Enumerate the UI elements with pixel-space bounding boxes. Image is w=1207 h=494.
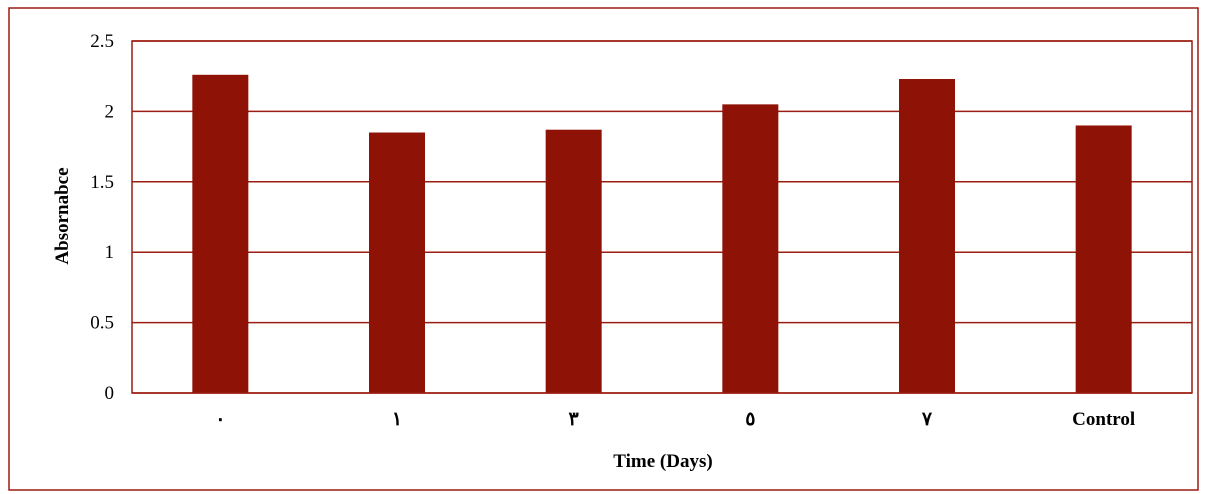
y-tick-label: 2.5 bbox=[90, 31, 114, 52]
x-axis-title: Time (Days) bbox=[613, 451, 712, 472]
bar bbox=[192, 74, 249, 394]
bar bbox=[899, 79, 955, 394]
y-tick-label: 1 bbox=[105, 242, 115, 263]
x-tick-label: ١ bbox=[392, 409, 402, 430]
x-tick-label: ٧ bbox=[921, 409, 933, 430]
y-tick-labels: 0 0.5 1 1.5 2 2.5 bbox=[90, 31, 114, 404]
bar bbox=[545, 129, 602, 394]
bar bbox=[369, 132, 425, 393]
y-tick-label: 0 bbox=[105, 383, 115, 404]
bars bbox=[192, 74, 1132, 394]
x-tick-label: ٣ bbox=[569, 409, 580, 430]
plot-area-frame bbox=[131, 40, 1193, 394]
y-tick-label: 1.5 bbox=[90, 172, 114, 193]
chart-outer-frame bbox=[8, 7, 1199, 491]
y-axis-title: Absornabce bbox=[52, 167, 73, 264]
x-tick-label: Control bbox=[1072, 409, 1135, 430]
y-tick-label: 0.5 bbox=[90, 313, 114, 334]
x-tick-label: ٠ bbox=[215, 409, 225, 430]
y-tick-label: 2 bbox=[105, 101, 115, 122]
bar bbox=[1075, 125, 1132, 393]
bar bbox=[722, 104, 779, 394]
gridlines bbox=[132, 40, 1192, 394]
x-tick-labels: ٠ ١ ٣ ٥ ٧ Control bbox=[215, 409, 1135, 430]
x-tick-label: ٥ bbox=[745, 409, 755, 430]
